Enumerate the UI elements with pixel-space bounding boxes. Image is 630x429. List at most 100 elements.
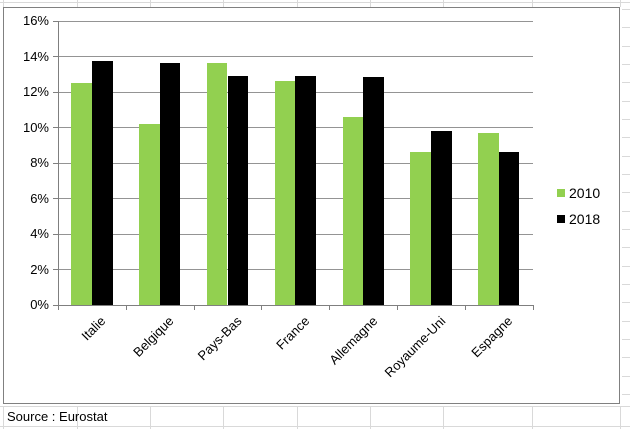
y-axis-label: 0% (30, 297, 49, 313)
sheet-gridline (622, 302, 630, 304)
x-axis-label-royaume-uni: Royaume-Uni (381, 313, 448, 381)
bar-2018-pays-bas (227, 75, 249, 305)
y-axis-tick (53, 20, 58, 22)
sheet-gridline (3, 406, 4, 429)
bar-2018-royaume-uni (431, 130, 452, 305)
chart-legend: 2010 2018 (557, 180, 600, 232)
y-axis-label: 8% (30, 155, 49, 171)
sheet-gridline (622, 229, 630, 230)
sheet-gridline (0, 2, 630, 3)
sheet-gridline (622, 357, 630, 359)
x-axis-tick (58, 304, 59, 310)
sheet-gridline (622, 393, 630, 395)
sheet-gridline (0, 426, 630, 427)
sheet-gridline (622, 9, 630, 10)
bar-2010-allemagne (342, 116, 364, 305)
legend-swatch-2018 (557, 215, 565, 223)
y-axis-label: 12% (22, 84, 49, 100)
sheet-gridline (223, 0, 225, 7)
sheet-gridline (622, 375, 630, 377)
sheet-gridline (622, 155, 630, 157)
x-axis-label-italie: Italie (78, 313, 109, 344)
y-axis-tick (53, 127, 58, 129)
plot-gridline (58, 56, 533, 57)
x-axis-label-belgique: Belgique (130, 313, 177, 360)
legend-label-2018: 2018 (569, 211, 601, 227)
y-axis-tick (53, 91, 58, 93)
sheet-gridline (622, 137, 630, 139)
sheet-gridline (622, 64, 630, 65)
source-cell: Source : Eurostat (7, 408, 107, 425)
bar-2010-pays-bas (206, 63, 228, 305)
y-axis-label: 14% (22, 48, 49, 64)
x-axis-line (58, 304, 533, 306)
sheet-gridline (622, 119, 630, 120)
bar-2018-allemagne (363, 77, 384, 305)
x-axis-label-allemagne: Allemagne (326, 313, 381, 368)
bar-2010-belgique (139, 123, 160, 305)
x-axis-tick (261, 304, 263, 310)
y-axis-label: 2% (30, 261, 49, 277)
sheet-gridline (443, 0, 445, 7)
x-axis-tick (397, 304, 399, 310)
sheet-gridline (620, 406, 621, 429)
x-axis-tick (464, 304, 466, 310)
bar-2018-italie (91, 61, 113, 305)
legend-label-2010: 2010 (569, 185, 601, 201)
sheet-gridline (622, 100, 630, 102)
sheet-gridline (622, 283, 630, 285)
sheet-gridline (3, 0, 4, 7)
x-axis-tick (193, 304, 195, 310)
sheet-gridline (622, 192, 630, 194)
sheet-gridline (622, 338, 630, 340)
sheet-gridline (531, 0, 533, 7)
x-axis-tick (125, 304, 127, 310)
bar-2010-royaume-uni (410, 152, 431, 305)
y-axis-label: 10% (22, 119, 49, 135)
y-axis-tick (53, 233, 58, 235)
sheet-gridline (150, 406, 151, 429)
embedded-bar-chart[interactable]: 16% 14% 12% 10% 8% 6% 4% 2% 0% Italie Belgique Pays… (3, 7, 620, 404)
y-axis-tick (53, 269, 58, 271)
source-text: Source : Eurostat (7, 409, 108, 424)
sheet-gridline (223, 406, 225, 429)
x-axis-tick (329, 304, 331, 310)
plot-gridline (58, 20, 533, 22)
bar-2010-france (274, 80, 296, 305)
sheet-gridline (622, 174, 630, 175)
sheet-gridline (296, 406, 298, 429)
bar-2018-france (295, 75, 316, 305)
sheet-gridline (622, 82, 630, 84)
bar-2018-espagne (498, 152, 520, 305)
x-axis-label-pays-bas: Pays-Bas (194, 313, 245, 364)
sheet-gridline (622, 247, 630, 249)
sheet-gridline (76, 0, 78, 7)
y-axis-tick (53, 304, 58, 306)
bar-2010-espagne (478, 132, 499, 305)
y-axis-line (58, 20, 59, 305)
sheet-gridline (531, 406, 533, 429)
legend-swatch-2010 (557, 189, 565, 197)
sheet-gridline (0, 406, 630, 407)
sheet-gridline (370, 406, 371, 429)
sheet-gridline (622, 27, 630, 29)
sheet-gridline (296, 0, 298, 7)
sheet-gridline (76, 406, 78, 429)
legend-entry-2010: 2010 (557, 180, 600, 206)
bar-2018-belgique (159, 63, 181, 305)
y-axis-tick (53, 162, 58, 164)
y-axis-label: 4% (30, 226, 49, 242)
y-axis-tick (53, 56, 58, 57)
bar-2010-italie (71, 82, 92, 305)
sheet-gridline (622, 45, 630, 47)
sheet-gridline (443, 406, 445, 429)
sheet-gridline (370, 0, 371, 7)
y-axis-label: 16% (22, 13, 49, 28)
sheet-gridline (622, 210, 630, 212)
x-axis-label-france: France (273, 313, 313, 353)
sheet-gridline (622, 265, 630, 267)
legend-entry-2018: 2018 (557, 206, 600, 232)
y-axis-label: 6% (30, 190, 49, 206)
sheet-gridline (622, 320, 630, 322)
